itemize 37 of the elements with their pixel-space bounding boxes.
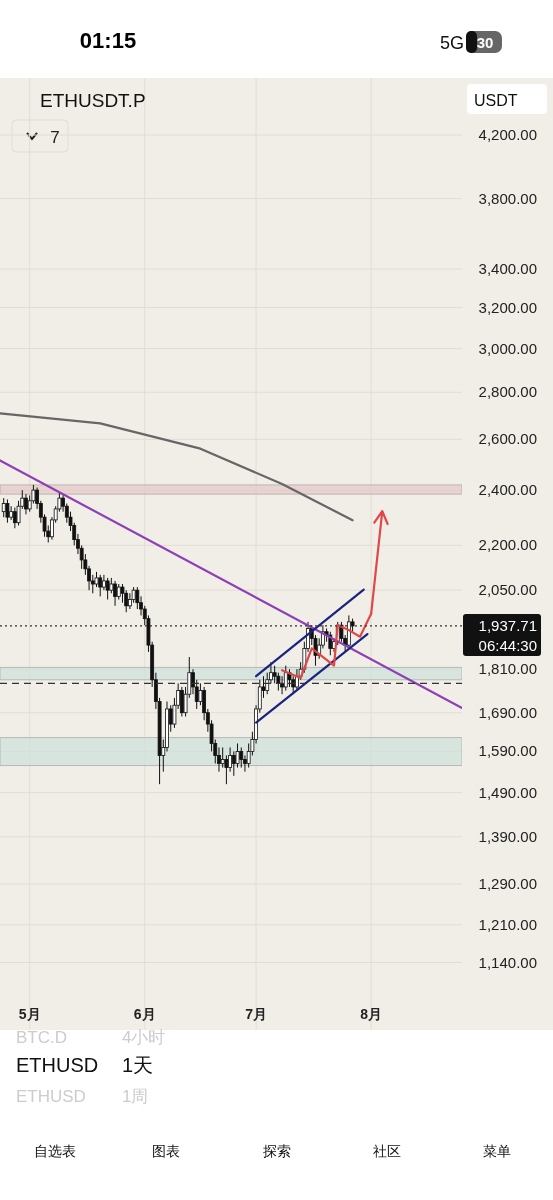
- y-tick-label: 1,290.00: [478, 875, 537, 893]
- y-tick-label: 1,690.00: [478, 703, 537, 721]
- y-tick-label: 1,390.00: [478, 827, 537, 845]
- x-tick-label: 8月: [360, 1006, 383, 1022]
- annotation: 7: [50, 128, 60, 147]
- x-tick-label: 6月: [133, 1006, 156, 1022]
- annotation: 06:44:30: [478, 637, 537, 654]
- y-tick-label: 2,400.00: [478, 481, 537, 499]
- x-tick-label: 7月: [245, 1006, 267, 1022]
- x-tick-label: 5月: [18, 1006, 41, 1022]
- y-tick-label: 1,210.00: [478, 915, 537, 933]
- text: 菜单: [483, 1143, 511, 1159]
- y-tick-label: 1,810.00: [478, 660, 537, 678]
- y-tick-label: 1,490.00: [478, 783, 537, 801]
- y-tick-label: 1,590.00: [478, 742, 537, 760]
- text: 1天: [122, 1054, 154, 1076]
- annotation: USDT: [474, 92, 518, 109]
- y-tick-label: 3,400.00: [478, 260, 537, 278]
- y-tick-label: 4,200.00: [478, 126, 537, 144]
- ref-line-label: 1,937.71: [478, 616, 537, 634]
- text: 自选表: [34, 1143, 76, 1159]
- text: ETHUSDT.P: [40, 90, 146, 111]
- text: 5G: [440, 33, 465, 53]
- text: 社区: [373, 1143, 401, 1159]
- y-tick-label: 2,600.00: [478, 430, 537, 448]
- text: 01:15: [79, 28, 137, 53]
- y-tick-label: 2,050.00: [478, 581, 537, 599]
- y-tick-label: 3,200.00: [478, 298, 537, 316]
- y-tick-label: 1,140.00: [478, 953, 537, 971]
- y-tick-label: 2,200.00: [478, 536, 537, 554]
- y-tick-label: 2,800.00: [478, 383, 537, 401]
- text: 图表: [152, 1143, 180, 1159]
- text: 探索: [263, 1143, 291, 1159]
- text: ETHUSD: [16, 1054, 99, 1076]
- y-tick-label: 3,000.00: [478, 339, 537, 357]
- text: 30: [476, 34, 494, 51]
- y-tick-label: 3,800.00: [478, 189, 537, 207]
